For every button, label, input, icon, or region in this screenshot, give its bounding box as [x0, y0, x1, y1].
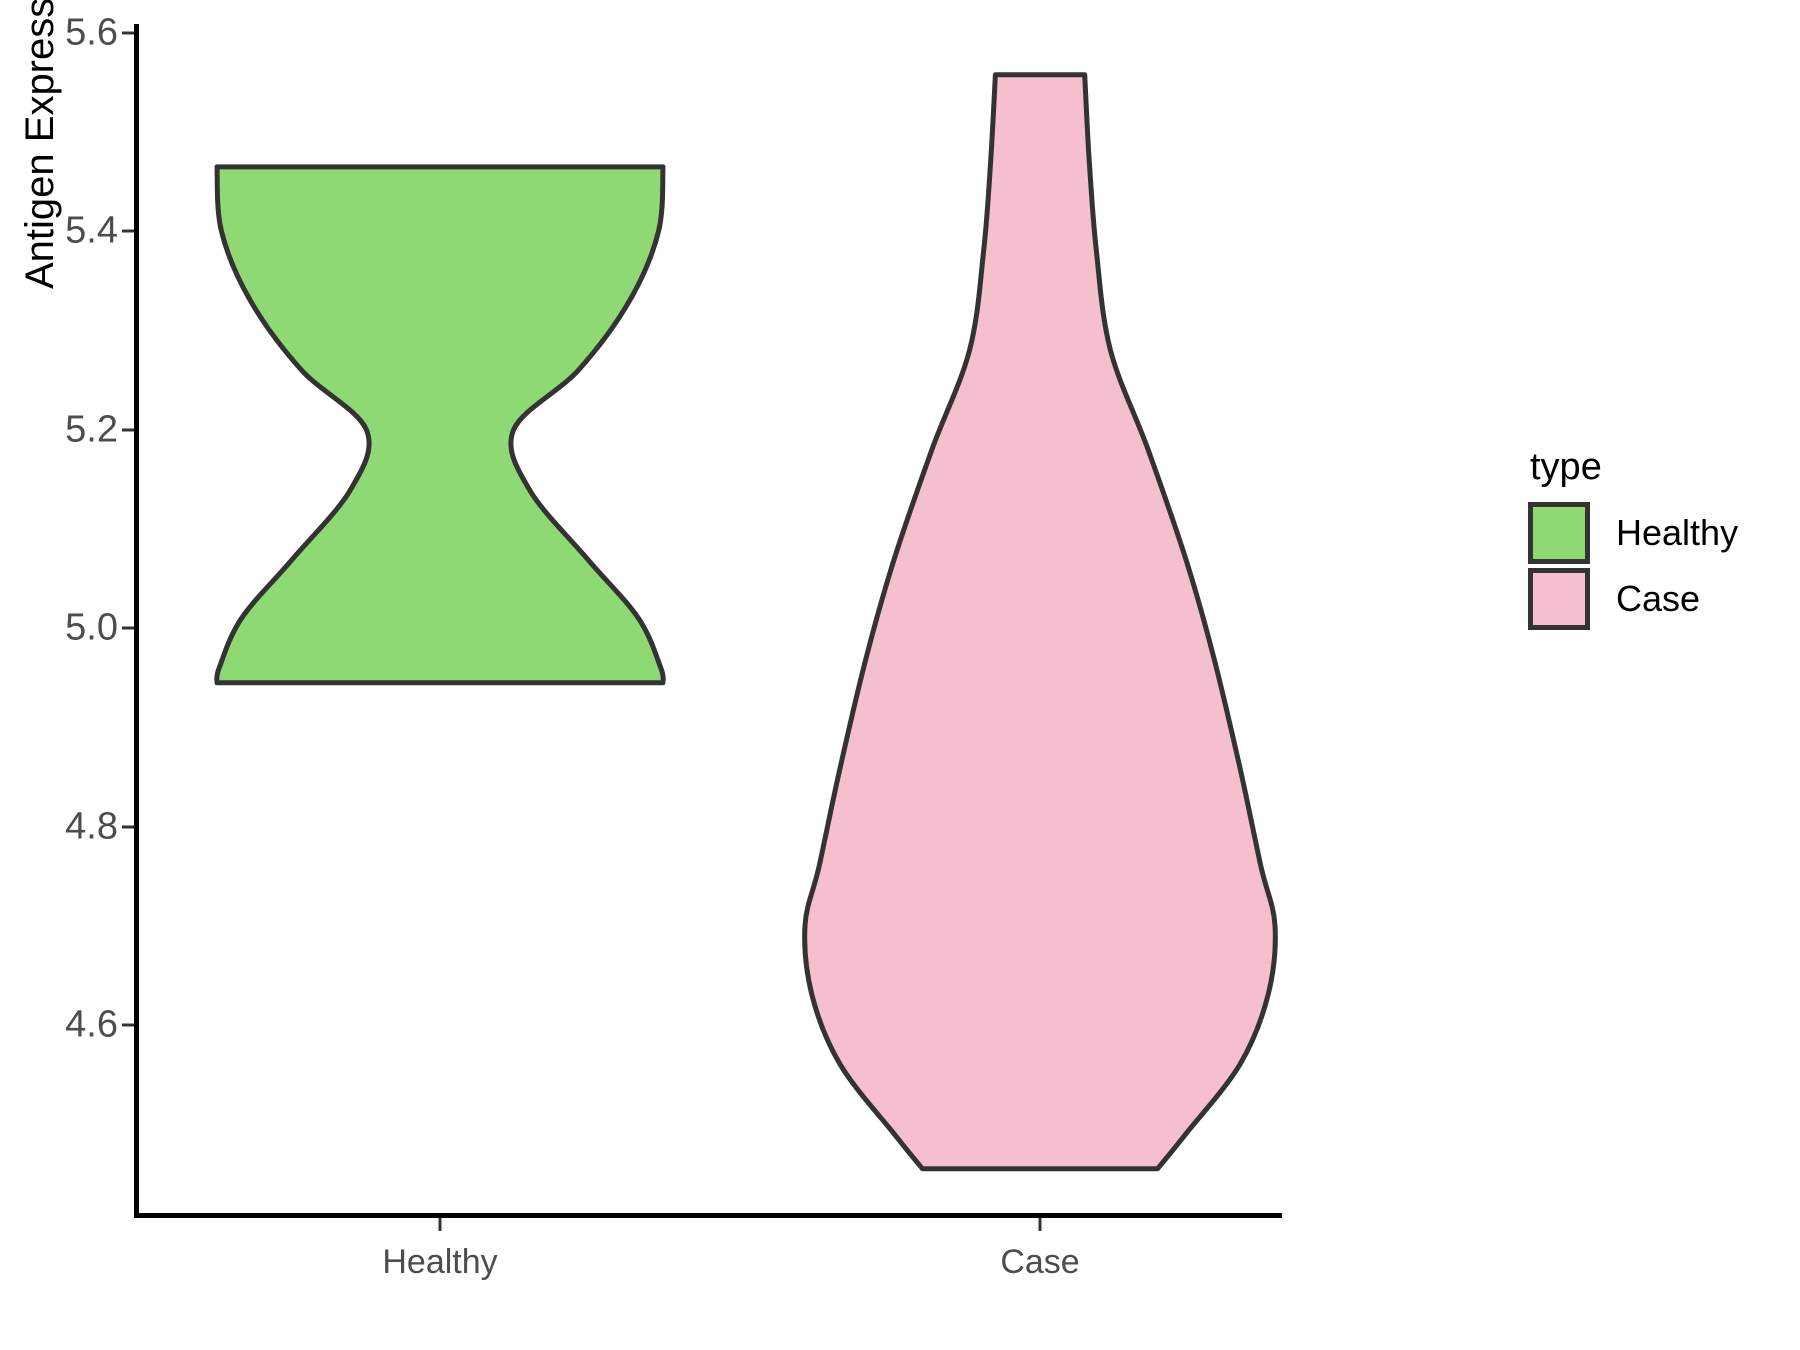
y-tick-mark	[122, 428, 135, 432]
violin-healthy	[214, 164, 666, 686]
violin-case	[802, 72, 1278, 1172]
y-tick-label: 5.6	[65, 11, 118, 54]
legend-label-healthy: Healthy	[1616, 512, 1739, 553]
legend-title: type	[1530, 446, 1602, 488]
y-tick-label: 4.8	[65, 805, 118, 848]
legend: type Healthy Case	[1528, 448, 1788, 634]
legend-swatch-healthy	[1528, 502, 1590, 564]
x-tick-label-healthy: Healthy	[382, 1243, 498, 1281]
y-tick-label: 5.0	[65, 606, 118, 649]
y-tick-mark	[122, 31, 135, 35]
legend-swatch-case	[1528, 568, 1590, 630]
y-tick-mark	[122, 229, 135, 233]
legend-item-healthy[interactable]: Healthy	[1528, 502, 1788, 564]
x-tick-label-case: Case	[1000, 1243, 1080, 1281]
legend-label-case: Case	[1616, 578, 1701, 619]
x-axis-line	[134, 1213, 1282, 1218]
y-tick-mark	[122, 1023, 135, 1027]
legend-item-case[interactable]: Case	[1528, 568, 1788, 630]
y-axis-line	[134, 24, 139, 1216]
y-tick-label: 5.4	[65, 209, 118, 252]
y-tick-label: 4.6	[65, 1003, 118, 1046]
x-tick-mark	[438, 1218, 442, 1231]
y-tick-label: 5.2	[65, 408, 118, 451]
y-tick-mark	[122, 626, 135, 630]
x-tick-mark	[1038, 1218, 1042, 1231]
y-tick-mark	[122, 825, 135, 829]
